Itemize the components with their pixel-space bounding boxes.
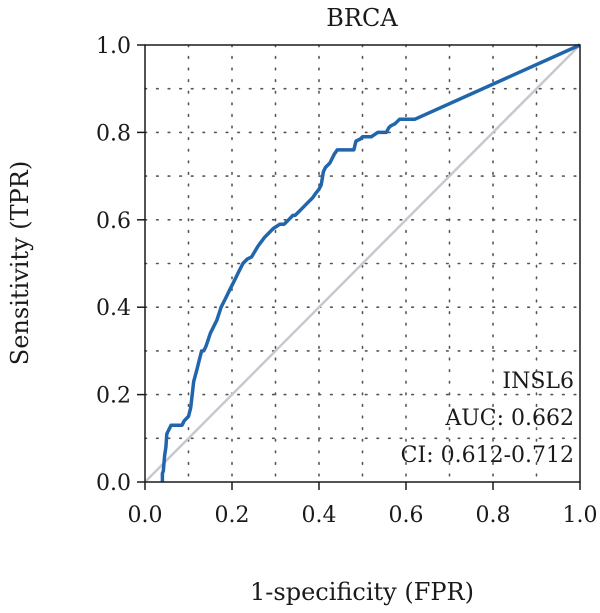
x-tick-label: 0.4 [302, 503, 337, 528]
y-tick-label: 0.8 [96, 121, 131, 146]
annotation-ci: CI: 0.612-0.712 [401, 443, 574, 468]
x-tick-label: 0.8 [476, 503, 511, 528]
y-tick-label: 0.4 [96, 296, 131, 321]
x-tick-label: 0.6 [389, 503, 424, 528]
annotation-auc: AUC: 0.662 [444, 406, 574, 431]
x-tick-label: 1.0 [563, 503, 598, 528]
x-axis-label: 1-specificity (FPR) [250, 578, 474, 606]
annotations: INSL6 AUC: 0.662 CI: 0.612-0.712 [401, 369, 574, 468]
y-tick-label: 0.0 [96, 471, 131, 496]
diagonal-reference-line [144, 44, 581, 483]
axis-ticks: 0.0 0.2 0.4 0.6 0.8 1.0 0.0 0.2 0.4 0.6 0.8 1.0 [96, 34, 598, 528]
x-tick-label: 0.0 [128, 503, 163, 528]
y-tick-label: 0.2 [96, 384, 131, 409]
x-tick-label: 0.2 [215, 503, 250, 528]
y-tick-label: 1.0 [96, 34, 131, 59]
roc-curve [160, 43, 581, 482]
y-axis-label: Sensitivity (TPR) [6, 161, 34, 365]
plot-frame [144, 44, 581, 483]
chart-title: BRCA [326, 4, 398, 32]
y-tick-label: 0.6 [96, 209, 131, 234]
annotation-gene-name: INSL6 [502, 369, 574, 394]
